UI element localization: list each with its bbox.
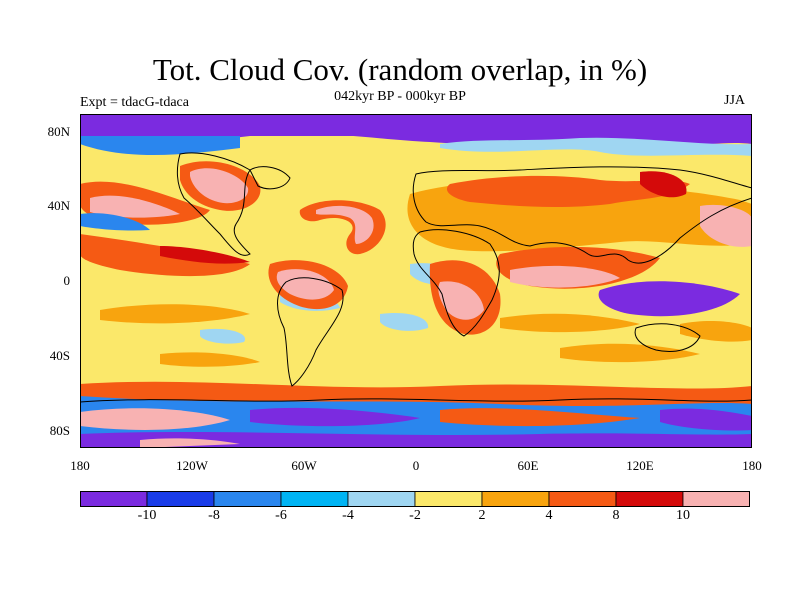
season-label: JJA <box>724 93 746 108</box>
colorbar-swatch <box>213 491 282 507</box>
coastline-layer <box>80 152 752 403</box>
colorbar-swatch <box>347 491 416 507</box>
colorbar-label: 10 <box>676 508 690 523</box>
colorbar-label: -10 <box>137 508 157 523</box>
lon-tick-120e: 120E <box>626 458 654 473</box>
colorbar-swatch <box>414 491 483 507</box>
lon-tick-180w: 180 <box>70 458 90 473</box>
lon-tick-0: 0 <box>412 458 420 473</box>
colorbar <box>80 491 750 507</box>
colorbar-label: -2 <box>409 508 421 523</box>
colorbar-label: -8 <box>208 508 220 523</box>
lon-tick-180e: 180 <box>742 458 762 473</box>
lon-tick-60w: 60W <box>291 458 317 473</box>
lon-tick-120w: 120W <box>176 458 208 473</box>
lon-tick-60e: 60E <box>517 458 539 473</box>
colorbar-swatch <box>146 491 215 507</box>
colorbar-label: -4 <box>342 508 354 523</box>
colorbar-label: 8 <box>612 508 620 523</box>
lat-tick-0: 0 <box>63 273 71 288</box>
colorbar-swatch <box>481 491 550 507</box>
colorbar-label: 2 <box>478 508 486 523</box>
colorbar-swatch <box>548 491 617 507</box>
map-subtitle: 042kyr BP - 000kyr BP <box>334 89 466 104</box>
colorbar-swatch <box>682 491 750 507</box>
map-fill-layer <box>80 114 752 448</box>
colorbar-label: -6 <box>275 508 287 523</box>
lat-tick-40s: 40S <box>49 348 70 363</box>
lat-tick-80s: 80S <box>49 423 70 438</box>
lat-tick-80n: 80N <box>47 124 70 139</box>
colorbar-label: 4 <box>545 508 553 523</box>
cloud-cover-map <box>80 114 752 448</box>
lat-tick-40n: 40N <box>47 198 70 213</box>
map-title: Tot. Cloud Cov. (random overlap, in %) <box>152 52 648 87</box>
map-frame <box>80 114 752 448</box>
experiment-label: Expt = tdacG-tdaca <box>80 95 189 110</box>
colorbar-swatch <box>615 491 684 507</box>
colorbar-swatch <box>80 491 148 507</box>
colorbar-swatch <box>280 491 349 507</box>
